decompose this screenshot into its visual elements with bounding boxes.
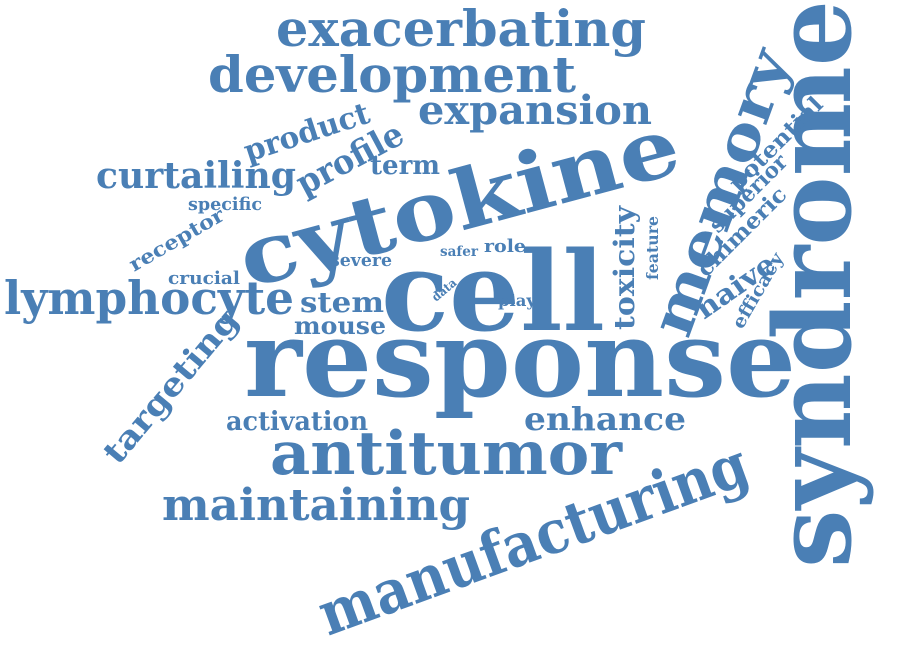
word-feature: feature (643, 216, 662, 280)
word-exacerbating: exacerbating (276, 0, 646, 58)
word-cell: cell (381, 227, 605, 356)
word-curtailing: curtailing (96, 155, 296, 197)
word-toxicity: toxicity (608, 205, 641, 330)
word-specific: specific (188, 194, 262, 215)
word-syndrome: syndrome (750, 0, 875, 568)
word-crucial: crucial (168, 268, 240, 289)
word-expansion: expansion (418, 87, 652, 134)
word-safer: safer (440, 244, 479, 260)
word-severe: severe (330, 250, 392, 271)
word-response: response (244, 296, 796, 421)
word-role: role (484, 236, 526, 257)
word-antitumor: antitumor (270, 419, 623, 489)
word-development: development (208, 45, 576, 104)
word-maintaining: maintaining (162, 480, 470, 531)
word-mouse: mouse (294, 311, 386, 340)
word-term: term (370, 151, 440, 181)
word-targeting: targeting (95, 301, 246, 471)
word-stem: stem (300, 286, 384, 319)
word-play: play (498, 291, 537, 310)
word-activation: activation (226, 407, 368, 437)
word-lymphocyte: lymphocyte (4, 271, 294, 325)
word-enhance: enhance (524, 400, 686, 438)
